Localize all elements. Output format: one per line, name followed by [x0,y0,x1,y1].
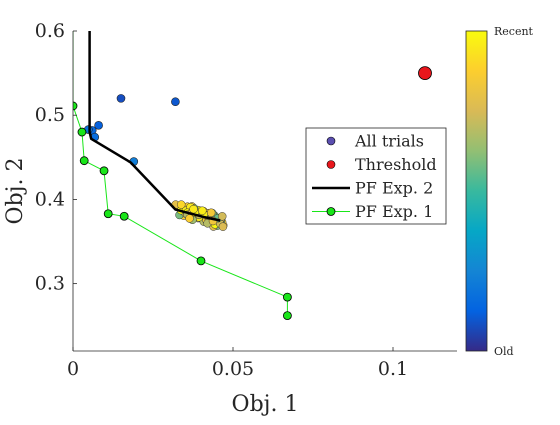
y-tick-label: 0.4 [35,188,65,210]
y-tick-label: 0.5 [35,104,65,126]
legend-label: PF Exp. 1 [355,202,433,221]
pf-exp1-marker [77,127,87,137]
colorbar-bottom-label: Old [494,345,514,358]
trial-point [217,212,227,221]
colorbar [465,30,488,352]
pf-exp1-marker [73,101,78,111]
trial-point [116,94,126,103]
pf-exp1-marker [282,311,292,321]
y-tick-label: 0.3 [35,273,65,295]
legend-label: Threshold [355,155,437,174]
trial-point [198,206,207,215]
trial-point [189,204,198,214]
pf-exp1-line [73,31,288,316]
trial-point [94,121,103,130]
y-axis-label: Obj. 2 [3,158,28,225]
trial-point [218,222,228,231]
legend-label: All trials [354,132,424,151]
x-axis-label: Obj. 1 [232,392,299,417]
pf-exp2-line [88,31,221,222]
x-tick-label: 0 [67,358,79,380]
y-tick-label: 0.6 [35,20,65,42]
x-tick-label: 0.05 [212,358,254,380]
legend-label: PF Exp. 2 [355,179,433,198]
colorbar-top-label: Recent [494,25,534,38]
pf-exp1-marker [99,166,109,176]
trial-point [176,200,186,209]
trial-point [171,97,180,107]
trial-point [206,208,216,217]
pf-exp1-marker [119,211,129,221]
pf-exp1-marker [196,256,206,266]
trial-point [185,214,194,223]
pf-exp1-marker [79,156,89,166]
pf-exp1-marker [103,209,113,219]
legend-marker [326,207,336,216]
x-tick-label: 0.1 [378,358,408,380]
threshold-point [418,66,432,81]
legend-marker [326,160,336,169]
pf-exp1-marker [282,292,292,302]
legend-marker [326,136,336,146]
